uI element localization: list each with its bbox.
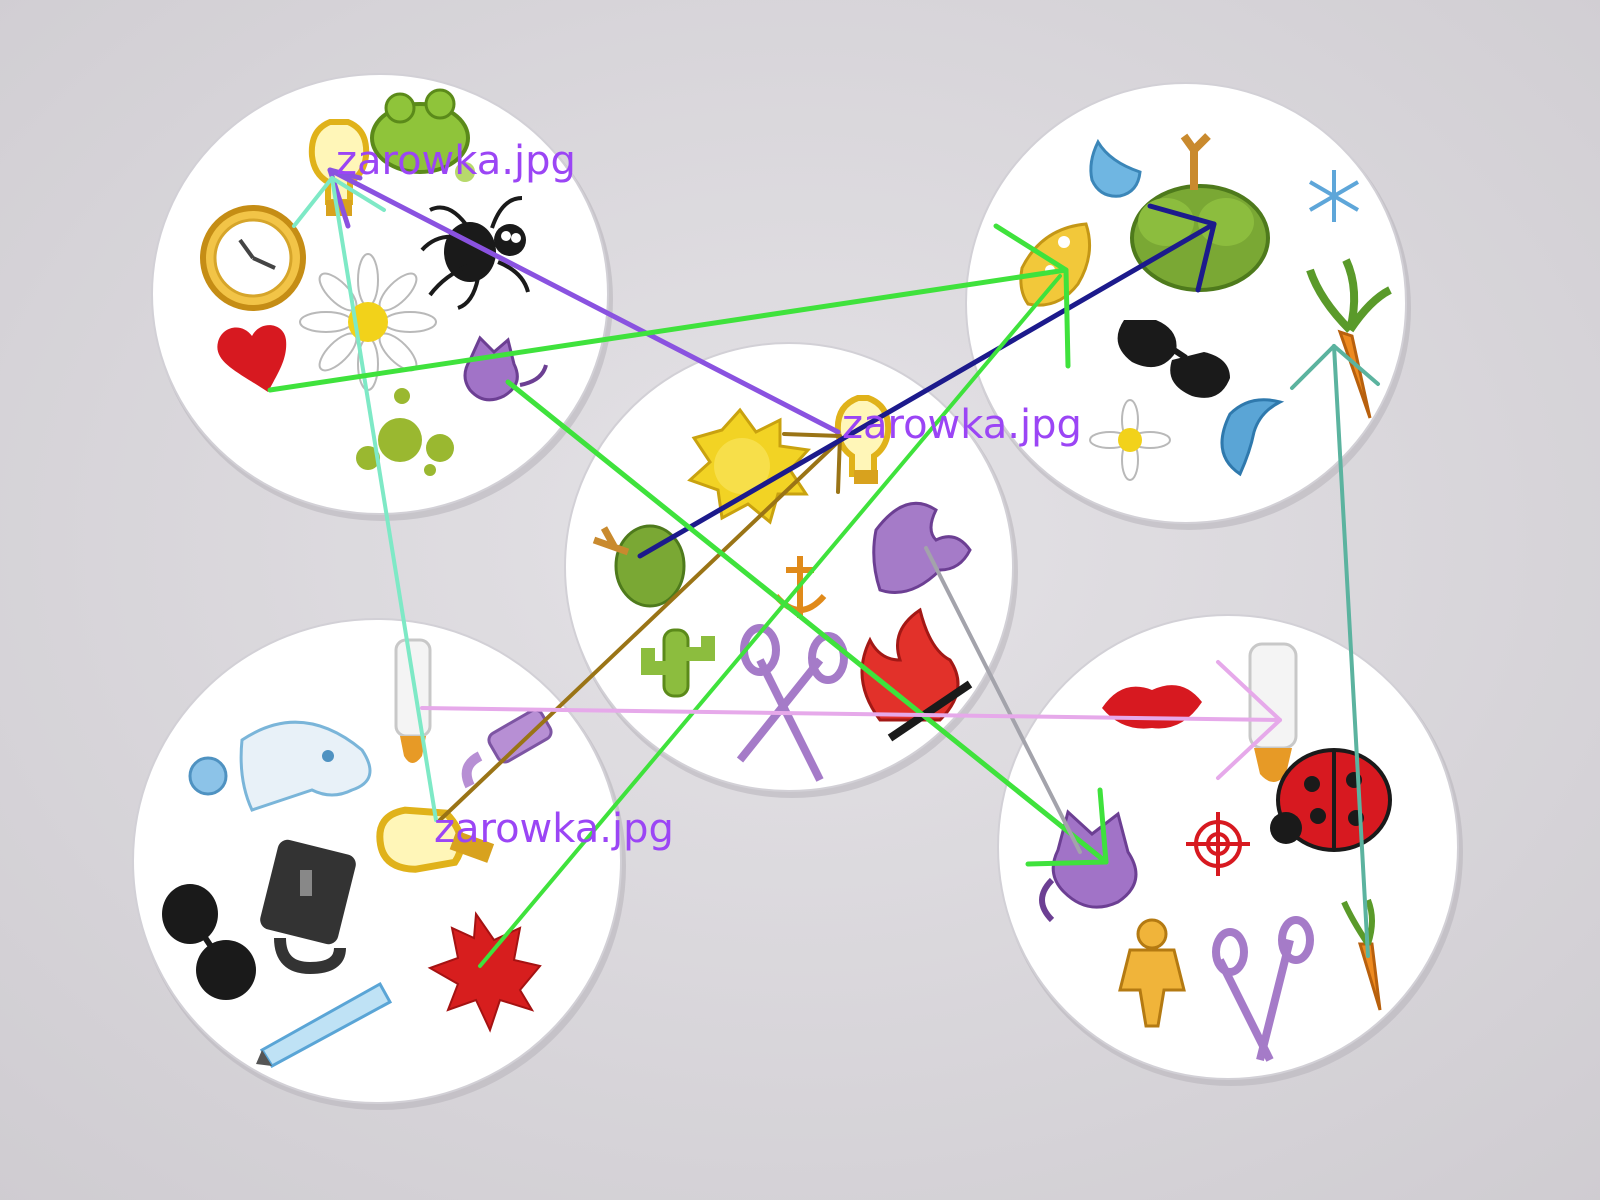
- match-lines: [267, 167, 1380, 968]
- heart-icon: [217, 325, 287, 392]
- bulb-label-top-left: zarowka.jpg: [336, 138, 576, 184]
- frog-icon: [370, 88, 475, 182]
- snowflake-icon: [1308, 170, 1360, 222]
- tree-icon: [592, 524, 686, 608]
- splash-icon: [356, 388, 454, 476]
- card-bottom-right[interactable]: [997, 614, 1463, 1086]
- sun-icon: [687, 407, 811, 525]
- baby-bottle-icon: [1248, 642, 1298, 782]
- bulb-label-center: zarowka.jpg: [842, 402, 1082, 448]
- cactus-icon: [641, 628, 715, 698]
- daisy-icon: [1089, 399, 1171, 481]
- carrot-icon: [1306, 258, 1392, 419]
- match-line-lightbulb-top: [327, 167, 841, 435]
- match-line-bottle: [420, 660, 1282, 780]
- maple-leaf-icon: [427, 911, 542, 1033]
- padlock-icon: [260, 839, 356, 975]
- snowman-icon: [1118, 918, 1186, 1028]
- ghost-icon: [188, 720, 372, 812]
- card-top-left[interactable]: [151, 73, 613, 521]
- match-line-gray: [924, 546, 1082, 854]
- match-line-carrot: [1290, 344, 1380, 958]
- match-line-tree: [637, 203, 1217, 559]
- card-bottom-left[interactable]: [132, 618, 626, 1110]
- candle-icon: [461, 708, 553, 789]
- match-line-lightbulb-mint: [292, 176, 438, 822]
- bulb-label-bottom-left: zarowka.jpg: [434, 806, 674, 852]
- scissors-icon: [1212, 916, 1314, 1062]
- dragon-icon: [872, 501, 972, 594]
- sunglasses-icon: [1117, 320, 1230, 398]
- pencil-icon: [256, 981, 393, 1068]
- match-line-cat: [505, 379, 1109, 867]
- match-line-leaf: [478, 274, 1062, 968]
- clock-icon: [200, 205, 306, 311]
- fire-icon: [860, 607, 973, 742]
- card-top-right[interactable]: [965, 82, 1411, 530]
- match-line-lightbulb-brown: [438, 432, 842, 822]
- drop-icon: [1089, 138, 1142, 198]
- match-line-heart-cheese: [267, 223, 1071, 393]
- sunglasses-icon: [162, 884, 256, 1000]
- dolphin-icon: [1220, 398, 1285, 477]
- lightbulb-icon: [376, 806, 495, 873]
- target-icon: [1186, 812, 1250, 876]
